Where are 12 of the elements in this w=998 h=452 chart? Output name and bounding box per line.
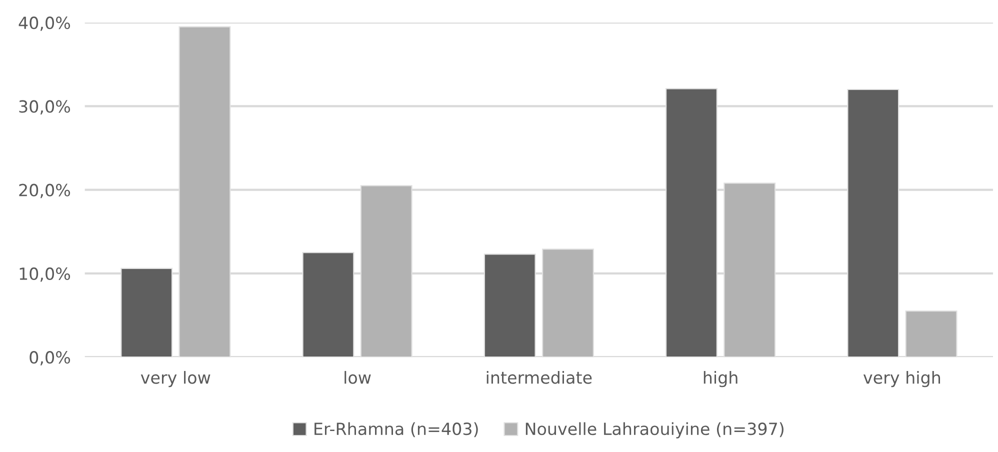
x-tick-label: low: [344, 370, 371, 384]
x-tick-label: very high: [863, 370, 940, 388]
x-tick-label: high: [704, 370, 738, 388]
y-tick-label: 30,0%: [19, 100, 70, 114]
y-tick-label: 0,0%: [30, 351, 70, 366]
x-tick-label: intermediate: [486, 370, 592, 384]
y-tick-label: 10,0%: [20, 267, 70, 282]
y-tick-label: 40,0%: [18, 16, 70, 31]
legend-label: Er-Rhamna (n=403): [314, 422, 478, 438]
y-tick-label: 20,0%: [19, 184, 70, 198]
x-tick-label: very low: [140, 370, 210, 388]
legend-label: Nouvelle Lahraouiyine (n=397): [526, 422, 784, 438]
